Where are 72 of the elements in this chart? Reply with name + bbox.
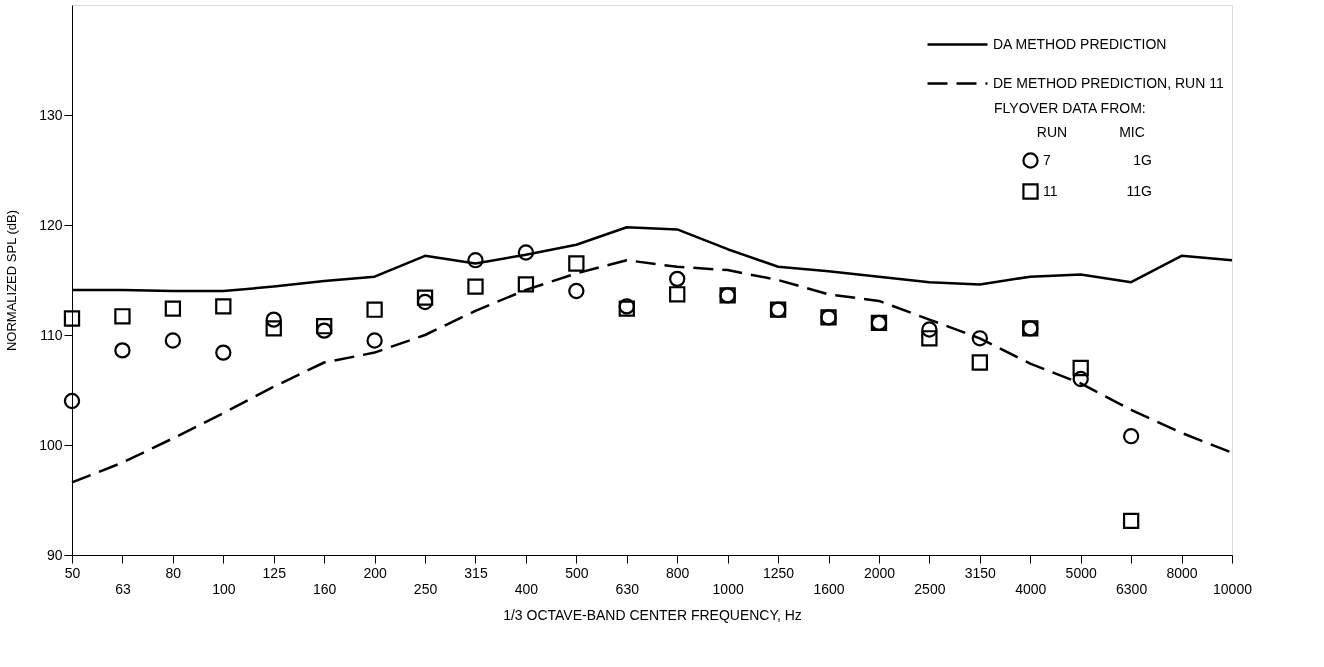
x-tick-label: 80 <box>165 564 182 581</box>
point <box>1122 512 1140 530</box>
legend-label: DA METHOD PREDICTION <box>993 35 1167 52</box>
point <box>63 392 81 410</box>
x-tick-label: 2000 <box>863 564 896 581</box>
y-tick-label: 100 <box>39 436 63 453</box>
x-tick-label: 100 <box>212 580 236 597</box>
point <box>265 311 282 328</box>
x-tick-label: 3150 <box>964 564 997 581</box>
point <box>114 308 131 325</box>
point <box>265 320 282 337</box>
point <box>568 255 585 272</box>
point <box>1122 428 1140 445</box>
point <box>467 252 484 269</box>
annotation: 11G <box>1126 183 1152 199</box>
x-tick-label: 125 <box>262 564 287 581</box>
x-tick-label: 63 <box>115 580 131 597</box>
point <box>921 330 938 347</box>
point <box>316 322 333 339</box>
x-tick-label: 800 <box>666 564 690 581</box>
x-tick-label: 250 <box>413 580 438 597</box>
x-tick-label: 4000 <box>1015 580 1047 597</box>
point <box>366 332 383 349</box>
annotation: FLYOVER DATA FROM: <box>994 100 1146 116</box>
point <box>366 301 383 318</box>
annotation: RUN <box>1036 124 1068 140</box>
legend-label: 7 <box>1043 151 1051 168</box>
point <box>416 293 434 311</box>
legend-label: DE METHOD PREDICTION, RUN 11 <box>993 74 1224 91</box>
y-tick-label: 130 <box>39 106 63 123</box>
point <box>971 354 988 371</box>
point <box>971 330 988 347</box>
x-tick-label: 5000 <box>1065 564 1097 581</box>
x-tick-label: 630 <box>615 580 640 597</box>
y-tick-label: 110 <box>40 326 63 343</box>
annotation: 1G <box>1133 152 1152 168</box>
x-tick-label: 6300 <box>1116 580 1148 597</box>
point <box>316 318 333 335</box>
x-tick-label: 1250 <box>763 564 795 581</box>
x-tick-label: 315 <box>464 564 488 581</box>
annotation: MIC <box>1119 124 1145 140</box>
point <box>517 276 535 293</box>
legend-label: 11 <box>1043 182 1058 199</box>
point <box>164 332 182 349</box>
point <box>1072 359 1089 377</box>
point <box>467 278 484 295</box>
x-axis-title: 1/3 OCTAVE-BAND CENTER FREQUENCY, Hz <box>503 606 802 623</box>
x-tick-label: 8000 <box>1166 564 1198 581</box>
point <box>669 286 686 303</box>
point <box>164 300 182 317</box>
x-tick-label: 160 <box>312 580 337 597</box>
x-tick-label: 2500 <box>914 580 946 597</box>
y-axis-title: NORMALIZED SPL (dB) <box>4 209 20 352</box>
x-tick-label: 400 <box>514 580 539 597</box>
point <box>1072 370 1089 388</box>
point <box>215 298 232 315</box>
x-tick-label: 500 <box>565 564 589 581</box>
x-tick-label: 200 <box>363 564 387 581</box>
point <box>63 310 81 327</box>
x-tick-label: 10000 <box>1213 580 1253 597</box>
x-tick-label: 1000 <box>712 580 744 597</box>
point <box>215 344 232 361</box>
y-tick-label: 90 <box>46 546 63 563</box>
point <box>114 342 131 359</box>
point <box>921 321 938 338</box>
x-tick-label: 50 <box>64 564 81 581</box>
point <box>416 289 434 306</box>
y-tick-label: 120 <box>39 216 63 233</box>
point <box>568 282 585 300</box>
point <box>517 244 535 261</box>
point <box>669 270 686 288</box>
x-tick-label: 1600 <box>813 580 845 597</box>
